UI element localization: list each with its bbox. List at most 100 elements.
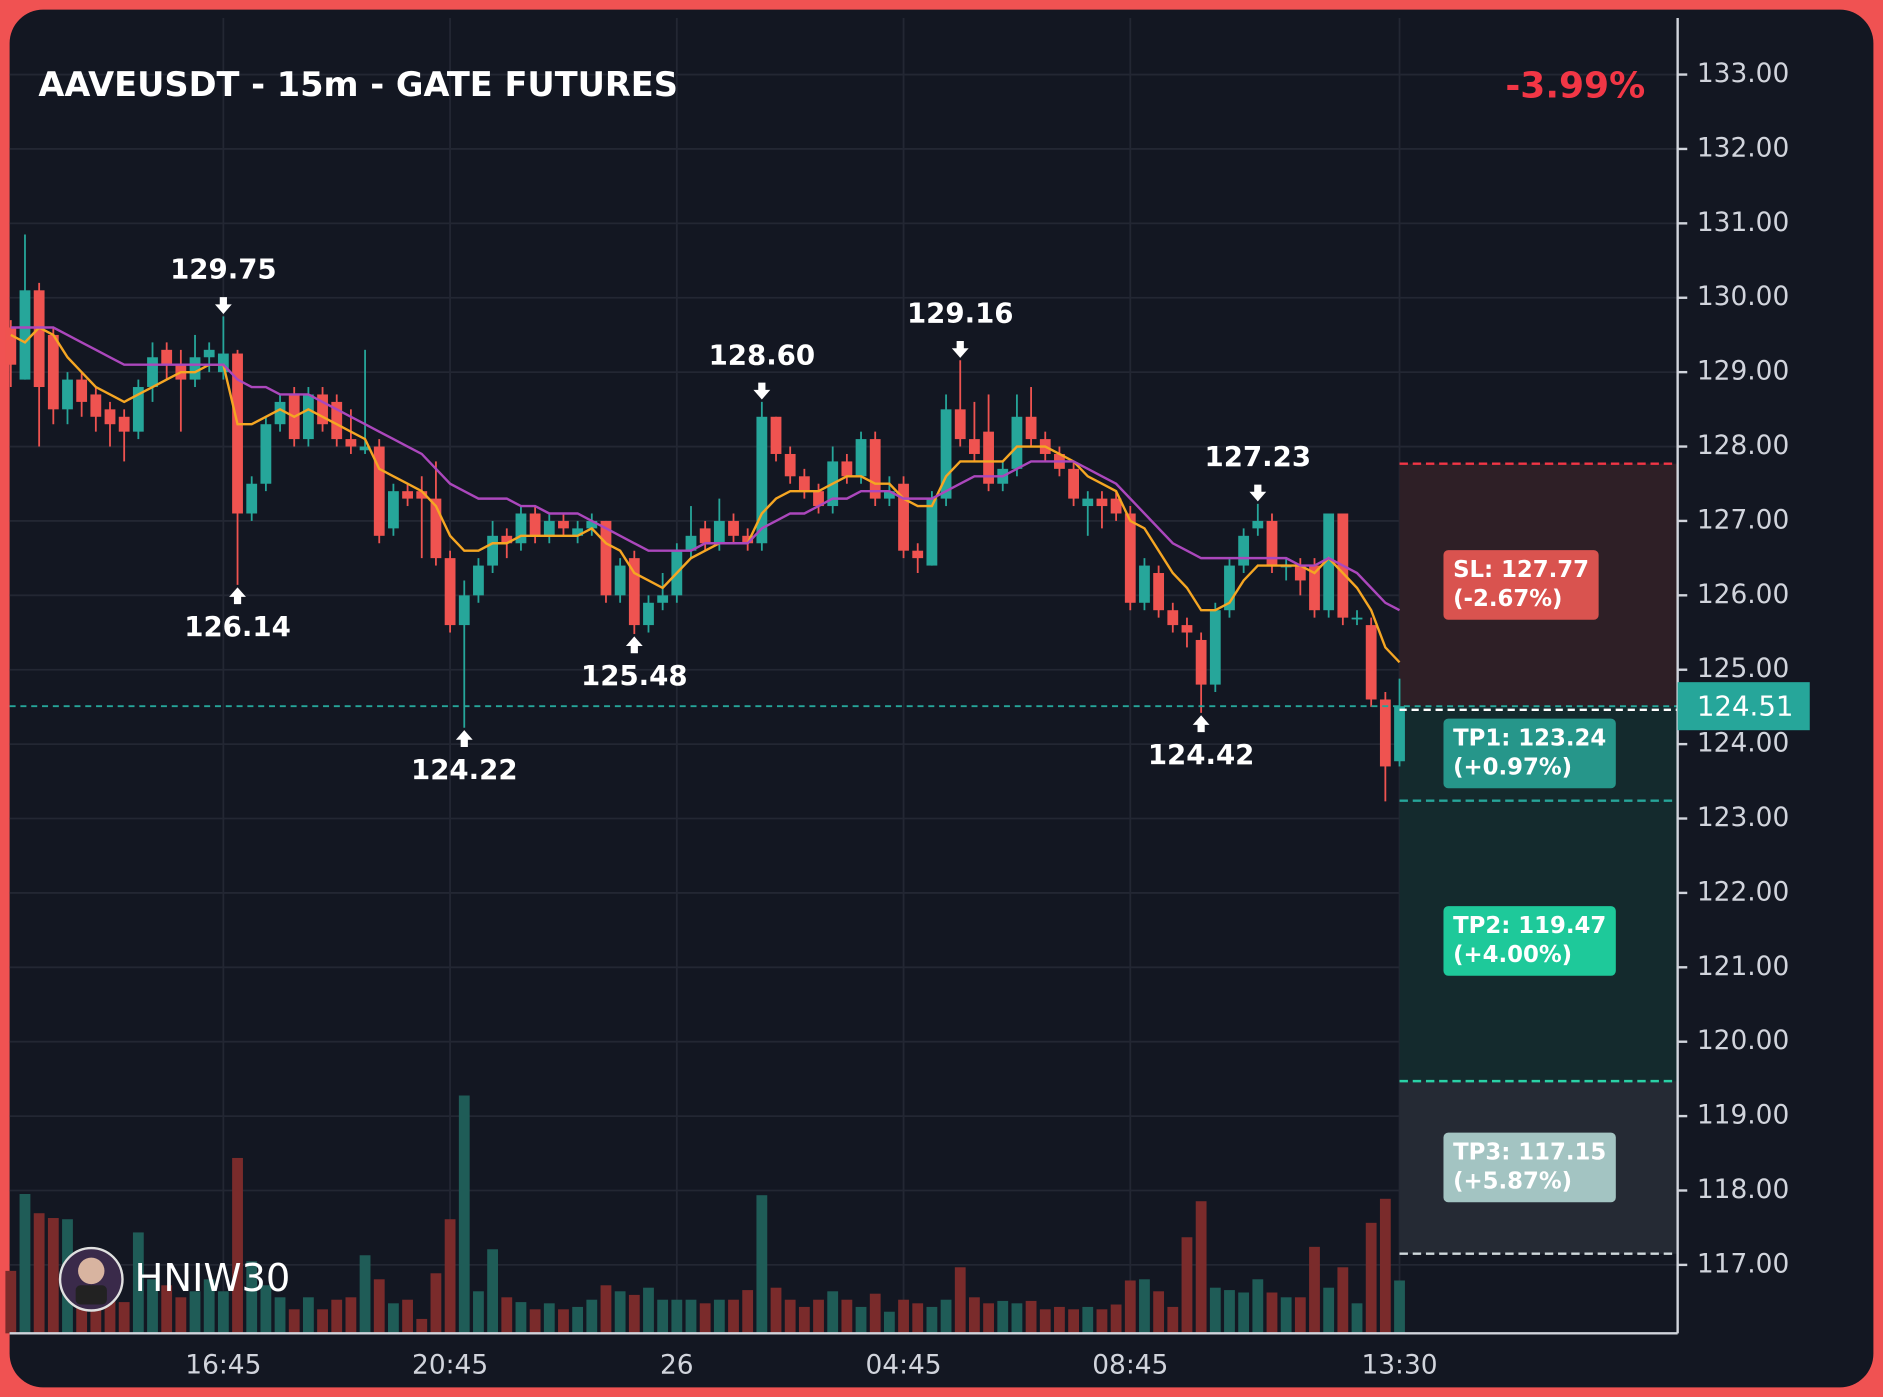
candle-body bbox=[430, 498, 442, 559]
y-tick-label: 129.00 bbox=[1697, 356, 1789, 387]
candle-body bbox=[1294, 565, 1306, 581]
annotation-label: 124.42 bbox=[1148, 738, 1255, 771]
candle-body bbox=[331, 401, 343, 440]
candle-body bbox=[203, 349, 215, 358]
volume-bar bbox=[331, 1299, 343, 1334]
annotation-label: 129.75 bbox=[170, 253, 277, 286]
candle-body bbox=[713, 520, 725, 544]
candle-body bbox=[1082, 498, 1094, 507]
candle-body bbox=[1224, 565, 1235, 611]
y-tick-label: 121.00 bbox=[1697, 951, 1789, 982]
candle-body bbox=[76, 379, 88, 402]
candle-body bbox=[1351, 617, 1363, 620]
volume-bar bbox=[558, 1309, 569, 1334]
volume-bar bbox=[515, 1302, 527, 1334]
volume-bar bbox=[260, 1285, 272, 1334]
volume-bar bbox=[388, 1303, 399, 1334]
volume-bar bbox=[402, 1299, 413, 1334]
candle-body bbox=[770, 416, 782, 454]
candle-body bbox=[1124, 513, 1136, 603]
volume-bar bbox=[1096, 1309, 1108, 1334]
candle-body bbox=[189, 357, 201, 380]
volume-bar bbox=[1238, 1292, 1250, 1334]
volume bbox=[5, 1095, 1405, 1334]
change-percent: -3.99% bbox=[1505, 66, 1645, 107]
volume-bar bbox=[1294, 1297, 1306, 1334]
candle-body bbox=[33, 290, 45, 388]
candle-body bbox=[402, 491, 413, 499]
level-box bbox=[1443, 718, 1616, 789]
volume-bar bbox=[1181, 1237, 1193, 1334]
volume-bar bbox=[373, 1279, 385, 1334]
level-label: TP3: 117.15 bbox=[1453, 1140, 1606, 1166]
candle-body bbox=[19, 290, 31, 380]
annotation-label: 125.48 bbox=[581, 659, 688, 692]
volume-bar bbox=[1011, 1303, 1023, 1334]
candle-body bbox=[1365, 625, 1377, 700]
candle-body bbox=[643, 602, 654, 626]
volume-bar bbox=[118, 1302, 130, 1334]
volume-bar bbox=[827, 1291, 839, 1334]
candle-body bbox=[47, 334, 59, 410]
candle-body bbox=[1153, 573, 1165, 611]
candle-body bbox=[628, 558, 640, 626]
candle-body bbox=[104, 409, 116, 425]
annotation-label: 124.22 bbox=[411, 753, 518, 786]
candle-body bbox=[883, 491, 895, 499]
candle-body bbox=[1025, 416, 1037, 440]
volume-bar bbox=[359, 1255, 371, 1334]
x-tick-label: 16:45 bbox=[185, 1349, 261, 1380]
volume-bar bbox=[699, 1303, 711, 1334]
x-tick-label: 04:45 bbox=[866, 1349, 942, 1380]
price-badge bbox=[1677, 682, 1810, 731]
candle-body bbox=[586, 520, 598, 529]
y-tick-label: 132.00 bbox=[1697, 132, 1789, 163]
volume-bar bbox=[1068, 1309, 1080, 1334]
y-tick-label: 131.00 bbox=[1697, 207, 1789, 238]
candle-body bbox=[1209, 610, 1221, 685]
y-tick-label: 124.00 bbox=[1697, 728, 1789, 759]
volume-bar bbox=[813, 1299, 824, 1334]
level-label: TP1: 123.24 bbox=[1453, 726, 1606, 752]
level-change: (-2.67%) bbox=[1453, 586, 1562, 612]
volume-bar bbox=[189, 1291, 201, 1334]
volume-bar bbox=[742, 1290, 754, 1334]
level-box bbox=[1443, 1132, 1616, 1203]
y-tick-label: 126.00 bbox=[1697, 579, 1789, 610]
candle-body bbox=[302, 394, 314, 440]
candle-body bbox=[90, 394, 102, 417]
annotation-label: 126.14 bbox=[184, 610, 291, 643]
volume-bar bbox=[1394, 1280, 1405, 1334]
candle-body bbox=[969, 439, 980, 454]
candle-body bbox=[147, 357, 158, 388]
candle-body bbox=[954, 409, 966, 440]
candle-body bbox=[246, 483, 258, 514]
volume-bar bbox=[1153, 1291, 1165, 1334]
volume-bar bbox=[997, 1300, 1009, 1334]
candle-body bbox=[983, 431, 994, 484]
candle-body bbox=[798, 476, 810, 492]
annotation-arrow bbox=[1249, 484, 1267, 502]
volume-bar bbox=[628, 1294, 640, 1334]
candle-body bbox=[359, 446, 371, 451]
candle-body bbox=[1266, 520, 1278, 566]
volume-bar bbox=[161, 1285, 173, 1334]
volume-bar bbox=[657, 1299, 669, 1334]
annotation-arrow bbox=[1192, 715, 1210, 733]
candle-body bbox=[1195, 639, 1207, 685]
volume-bar bbox=[1266, 1292, 1278, 1334]
watermark-text: HNIW30 bbox=[135, 1256, 291, 1301]
candle-body bbox=[558, 520, 569, 529]
candle-body bbox=[728, 520, 739, 536]
candle-body bbox=[685, 535, 697, 551]
candle-body bbox=[855, 439, 867, 477]
volume-bar bbox=[983, 1303, 994, 1334]
price-badge-label: 124.51 bbox=[1697, 689, 1794, 722]
level-box bbox=[1443, 906, 1616, 976]
moving-average bbox=[10, 326, 1401, 612]
candle-body bbox=[515, 513, 527, 544]
candle-body bbox=[260, 424, 272, 484]
volume-bar bbox=[302, 1297, 314, 1334]
volume-bar bbox=[1195, 1201, 1207, 1334]
volume-bar bbox=[1323, 1287, 1335, 1334]
